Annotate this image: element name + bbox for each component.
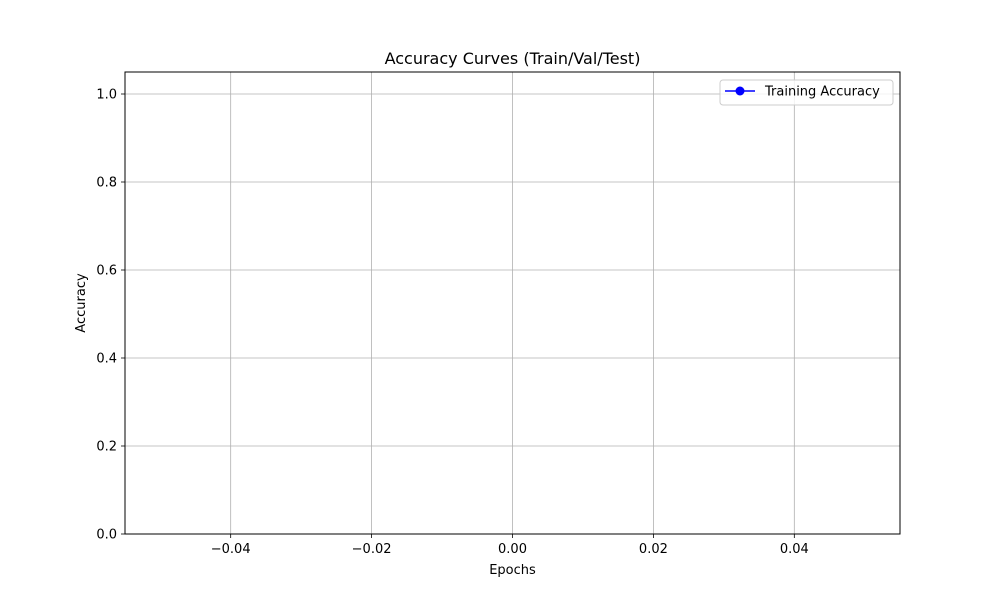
y-axis-ticks: 0.0 0.2 0.4 0.6 0.8 1.0 xyxy=(96,88,125,543)
x-tick-label: −0.04 xyxy=(211,542,251,557)
x-tick-label: 0.02 xyxy=(639,542,668,557)
chart-title: Accuracy Curves (Train/Val/Test) xyxy=(385,49,641,68)
y-tick-label: 0.6 xyxy=(96,264,117,279)
x-axis-label: Epochs xyxy=(489,563,536,578)
legend-box xyxy=(719,79,894,106)
x-axis-ticks: −0.04 −0.02 0.00 0.02 0.04 xyxy=(211,534,809,557)
y-axis-label: Accuracy xyxy=(74,273,89,333)
legend-label-training-accuracy: Training Accuracy xyxy=(764,85,880,100)
legend: Training Accuracy xyxy=(719,79,894,106)
legend-marker-training-accuracy xyxy=(735,86,745,96)
y-tick-label: 0.2 xyxy=(96,440,117,455)
x-tick-label: −0.02 xyxy=(352,542,392,557)
x-tick-label: 0.00 xyxy=(498,542,527,557)
y-tick-label: 0.8 xyxy=(96,176,117,191)
y-tick-label: 0.4 xyxy=(96,352,117,367)
y-tick-label: 0.0 xyxy=(96,528,117,543)
x-tick-label: 0.04 xyxy=(780,542,809,557)
y-tick-label: 1.0 xyxy=(96,88,117,103)
